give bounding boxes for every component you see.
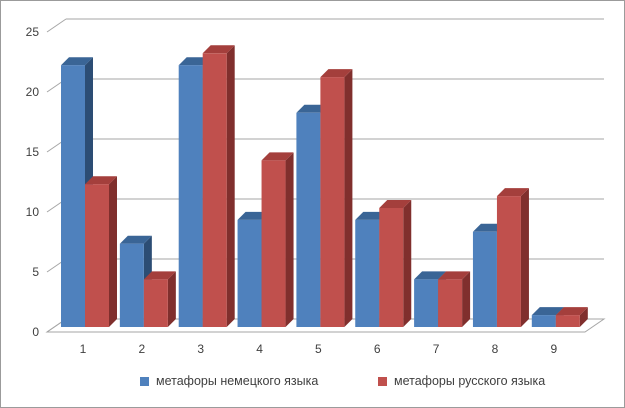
legend-label-german: метафоры немецкого языка (156, 374, 319, 388)
bar-top-russian-cat1 (85, 176, 117, 185)
bar-german-cat1 (61, 65, 85, 327)
legend-item-russian-metaphors: метафоры русского языка (378, 375, 545, 388)
bar-side-russian-cat7 (462, 271, 471, 327)
bar-side-russian-cat3 (226, 45, 235, 328)
bar-top-german-cat2 (119, 235, 152, 244)
bar-top-russian-cat6 (379, 200, 412, 208)
y-axis-label-20: 20 (26, 85, 40, 99)
y-axis-label-15: 15 (26, 145, 40, 159)
bar-side-russian-cat1 (109, 176, 117, 327)
y-axis-label-5: 5 (32, 265, 39, 279)
x-axis-label-4: 4 (256, 342, 263, 356)
bar-german-cat4 (237, 219, 262, 327)
bar-side-russian-cat8 (520, 188, 529, 327)
bar-top-german-cat9 (531, 307, 564, 316)
bar-german-cat9 (531, 315, 556, 327)
bar-german-cat7 (414, 279, 439, 327)
x-axis-label-5: 5 (315, 342, 322, 356)
bar-top-russian-cat3 (202, 45, 235, 54)
bar-side-russian-cat6 (403, 200, 412, 327)
legend-swatch-german-icon (140, 376, 149, 386)
bar-side-russian-cat5 (344, 69, 353, 327)
bar-top-russian-cat9 (555, 307, 588, 316)
legend-item-german-metaphors: метафоры немецкого языка (140, 375, 318, 388)
x-axis-label-8: 8 (492, 342, 499, 356)
bar-german-cat6 (355, 219, 380, 327)
bar-side-russian-cat2 (167, 271, 176, 327)
x-axis-label-1: 1 (80, 342, 87, 356)
x-axis-label-2: 2 (139, 342, 146, 356)
bar-german-cat5 (296, 112, 321, 327)
y-axis-label-0: 0 (32, 325, 39, 339)
bar-german-cat3 (178, 65, 203, 327)
x-axis-label-3: 3 (197, 342, 204, 356)
bar-russian-cat3 (202, 53, 227, 328)
bar-russian-cat6 (379, 208, 404, 327)
y-axis-tick-25 (46, 18, 67, 33)
bar-side-russian-cat4 (285, 152, 294, 327)
bar-top-russian-cat8 (496, 188, 529, 197)
bar-top-german-cat1 (61, 57, 93, 66)
bar-german-cat2 (119, 243, 144, 327)
bar-russian-cat5 (320, 77, 345, 327)
bar-top-russian-cat2 (143, 271, 176, 280)
bar-russian-cat8 (496, 196, 521, 327)
y-axis-label-25: 25 (26, 25, 40, 39)
bar-side-russian-cat9 (579, 307, 588, 327)
bar-german-cat8 (472, 231, 497, 327)
bar-russian-cat9 (555, 315, 580, 327)
bar-top-russian-cat7 (438, 271, 471, 280)
bar-russian-cat7 (438, 279, 463, 327)
bar-russian-cat4 (261, 160, 286, 327)
bar-russian-cat2 (143, 279, 168, 327)
bar-top-russian-cat5 (320, 69, 353, 78)
x-axis-label-7: 7 (433, 342, 440, 356)
y-axis-label-10: 10 (26, 205, 40, 219)
x-axis-label-6: 6 (374, 342, 381, 356)
legend-label-russian: метафоры русского языка (394, 374, 546, 388)
bar-top-german-cat7 (414, 271, 447, 280)
x-axis-label-9: 9 (550, 342, 557, 356)
bar-russian-cat1 (85, 184, 109, 327)
bar-top-russian-cat4 (261, 152, 294, 161)
legend-swatch-russian-icon (378, 376, 387, 386)
